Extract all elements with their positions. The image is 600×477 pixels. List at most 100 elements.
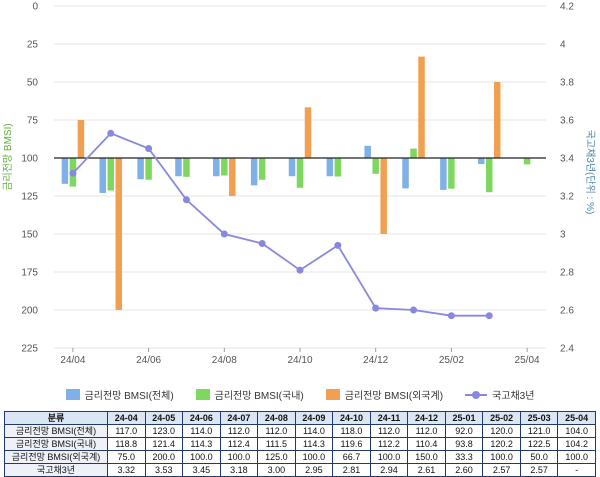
table-cell: 100.0 bbox=[483, 451, 521, 464]
x-tick-label: 24/10 bbox=[287, 355, 312, 366]
legend-swatch-total bbox=[66, 389, 80, 400]
table-header-month: 25-03 bbox=[520, 412, 558, 425]
table-header-month: 24-12 bbox=[408, 412, 446, 425]
bar-total bbox=[213, 158, 220, 176]
x-tick-label: 24/06 bbox=[136, 355, 161, 366]
table-cell: 112.0 bbox=[408, 425, 446, 438]
treasury-point bbox=[410, 307, 417, 314]
y-axis-label-left: 금리전망 BMSI) bbox=[2, 123, 14, 190]
table-cell: 118.0 bbox=[333, 425, 371, 438]
table-cell: 50.0 bbox=[520, 451, 558, 464]
y-left-tick-label: 175 bbox=[21, 268, 38, 279]
y-right-tick-label: 3.8 bbox=[560, 78, 574, 89]
table-cell: 112.0 bbox=[220, 425, 258, 438]
legend-label-treasury: 국고채3년 bbox=[492, 387, 534, 402]
table-row-label: 금리전망 BMSI(외국계) bbox=[5, 451, 108, 464]
y-left-tick-label: 50 bbox=[27, 78, 39, 89]
table-cell: 150.0 bbox=[408, 451, 446, 464]
table-cell: 100.0 bbox=[558, 451, 596, 464]
bar-foreign bbox=[494, 82, 501, 158]
table-header-month: 25-04 bbox=[558, 412, 596, 425]
y-left-tick-label: 25 bbox=[27, 40, 39, 51]
treasury-point bbox=[145, 145, 152, 152]
bar-total bbox=[251, 158, 258, 185]
table-cell: 3.00 bbox=[258, 464, 296, 477]
table-row-label: 국고채3년 bbox=[5, 464, 108, 477]
bar-foreign bbox=[78, 120, 85, 158]
legend-swatch-foreign bbox=[326, 389, 340, 400]
table-cell: 2.57 bbox=[483, 464, 521, 477]
x-tick-label: 24/04 bbox=[60, 355, 85, 366]
legend-item-domestic[interactable]: 금리전망 BMSI(국내) bbox=[196, 387, 304, 402]
bar-domestic bbox=[372, 158, 379, 174]
table-cell: 111.5 bbox=[258, 438, 296, 451]
bar-foreign bbox=[418, 57, 425, 158]
y-left-tick-label: 75 bbox=[27, 116, 39, 127]
table-cell: 200.0 bbox=[145, 451, 183, 464]
bar-domestic bbox=[108, 158, 115, 191]
table-cell: 121.4 bbox=[145, 438, 183, 451]
treasury-point bbox=[334, 242, 341, 249]
y-right-tick-label: 4.2 bbox=[560, 2, 574, 13]
table-header-month: 24-10 bbox=[333, 412, 371, 425]
table-header-month: 24-04 bbox=[108, 412, 146, 425]
table-cell: 93.8 bbox=[445, 438, 483, 451]
table-header-month: 24-11 bbox=[370, 412, 408, 425]
treasury-point bbox=[372, 305, 379, 312]
bar-domestic bbox=[221, 158, 228, 175]
table-cell: 75.0 bbox=[108, 451, 146, 464]
legend-item-treasury[interactable]: 국고채3년 bbox=[465, 387, 534, 402]
legend-item-foreign[interactable]: 금리전망 BMSI(외국계) bbox=[326, 387, 443, 402]
table-cell: 92.0 bbox=[445, 425, 483, 438]
table-cell: 2.61 bbox=[408, 464, 446, 477]
treasury-point bbox=[221, 231, 228, 238]
table-header-month: 24-06 bbox=[183, 412, 221, 425]
table-cell: 3.53 bbox=[145, 464, 183, 477]
y-right-tick-label: 3.4 bbox=[560, 154, 574, 165]
bar-total bbox=[440, 158, 447, 190]
treasury-point bbox=[259, 240, 266, 247]
table-cell: 100.0 bbox=[183, 451, 221, 464]
table-header-month: 24-09 bbox=[295, 412, 333, 425]
table-cell: 121.0 bbox=[520, 425, 558, 438]
bar-foreign bbox=[116, 158, 123, 310]
y-left-tick-label: 225 bbox=[21, 344, 38, 355]
bar-domestic bbox=[448, 158, 455, 189]
table-cell: 100.0 bbox=[370, 451, 408, 464]
table-cell: 114.3 bbox=[183, 438, 221, 451]
y-right-tick-label: 2.6 bbox=[560, 306, 574, 317]
x-tick-label: 24/12 bbox=[363, 355, 388, 366]
bar-domestic bbox=[297, 158, 304, 188]
bar-total bbox=[289, 158, 296, 176]
table-cell: 120.2 bbox=[483, 438, 521, 451]
table-cell: 120.0 bbox=[483, 425, 521, 438]
bar-foreign bbox=[380, 158, 387, 234]
y-left-tick-label: 100 bbox=[21, 154, 38, 165]
legend-label-total: 금리전망 BMSI(전체) bbox=[85, 387, 174, 402]
bar-domestic bbox=[145, 158, 152, 180]
bar-foreign bbox=[229, 158, 236, 196]
legend-item-total[interactable]: 금리전망 BMSI(전체) bbox=[66, 387, 174, 402]
x-tick-label: 25/04 bbox=[515, 355, 540, 366]
bar-total bbox=[478, 158, 485, 164]
table-header-month: 25-02 bbox=[483, 412, 521, 425]
table-cell: 112.0 bbox=[370, 425, 408, 438]
table-cell: 110.4 bbox=[408, 438, 446, 451]
treasury-point bbox=[486, 312, 493, 319]
table-cell: 114.0 bbox=[183, 425, 221, 438]
legend: 금리전망 BMSI(전체) 금리전망 BMSI(국내) 금리전망 BMSI(외국… bbox=[0, 384, 600, 404]
bar-total bbox=[62, 158, 69, 184]
bar-total bbox=[402, 158, 409, 188]
table-header-month: 24-08 bbox=[258, 412, 296, 425]
table-cell: 125.0 bbox=[258, 451, 296, 464]
y-axis-label-right: 국고채3년(단위 : %) bbox=[584, 130, 597, 215]
bar-domestic bbox=[524, 158, 531, 164]
table-cell: 119.6 bbox=[333, 438, 371, 451]
treasury-point bbox=[183, 196, 190, 203]
table-cell: 100.0 bbox=[295, 451, 333, 464]
